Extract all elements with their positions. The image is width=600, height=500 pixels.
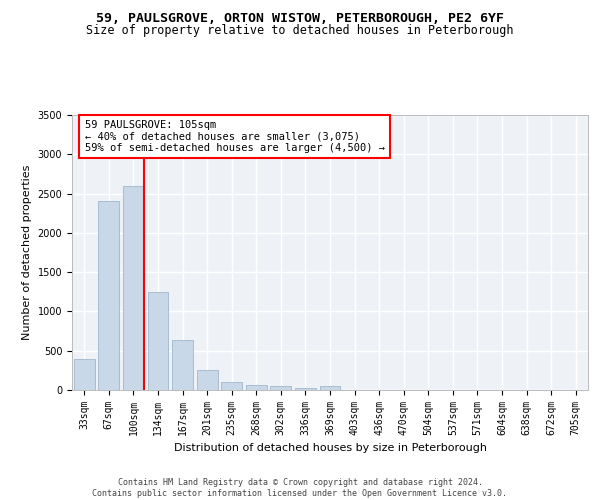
Bar <box>295 388 316 390</box>
Bar <box>148 292 169 390</box>
Text: Contains HM Land Registry data © Crown copyright and database right 2024.
Contai: Contains HM Land Registry data © Crown c… <box>92 478 508 498</box>
X-axis label: Distribution of detached houses by size in Peterborough: Distribution of detached houses by size … <box>173 444 487 454</box>
Bar <box>271 386 292 390</box>
Bar <box>74 360 95 390</box>
Bar <box>320 386 340 390</box>
Text: 59 PAULSGROVE: 105sqm
← 40% of detached houses are smaller (3,075)
59% of semi-d: 59 PAULSGROVE: 105sqm ← 40% of detached … <box>85 120 385 153</box>
Bar <box>197 370 218 390</box>
Bar <box>246 386 267 390</box>
Text: 59, PAULSGROVE, ORTON WISTOW, PETERBOROUGH, PE2 6YF: 59, PAULSGROVE, ORTON WISTOW, PETERBOROU… <box>96 12 504 26</box>
Bar <box>98 202 119 390</box>
Y-axis label: Number of detached properties: Number of detached properties <box>22 165 32 340</box>
Text: Size of property relative to detached houses in Peterborough: Size of property relative to detached ho… <box>86 24 514 37</box>
Bar <box>123 186 144 390</box>
Bar <box>172 340 193 390</box>
Bar <box>221 382 242 390</box>
